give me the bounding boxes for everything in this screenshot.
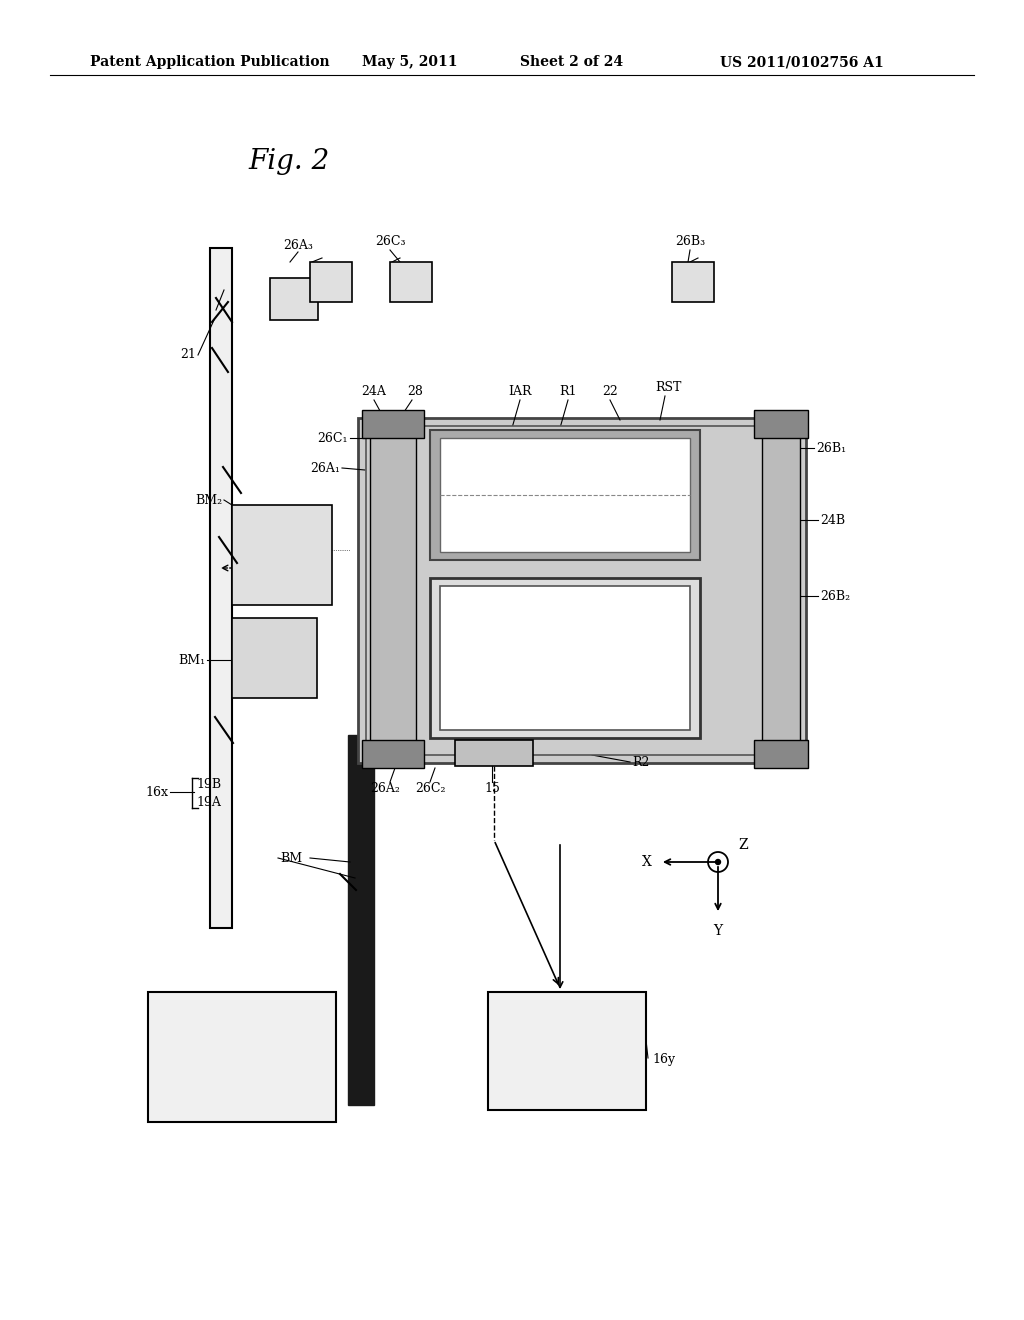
Bar [754,411,808,438]
Bar [455,741,534,766]
Text: 19A: 19A [196,796,221,808]
Text: 16x: 16x [145,785,168,799]
Bar [440,586,690,730]
Text: 16y: 16y [652,1053,675,1067]
Bar [358,418,806,763]
Text: IAR: IAR [508,385,531,399]
Text: 26C₁: 26C₁ [317,432,348,445]
Text: Sheet 2 of 24: Sheet 2 of 24 [520,55,624,69]
Text: BM₂: BM₂ [195,494,222,507]
Bar [390,261,432,302]
Bar [440,438,690,552]
Text: May 5, 2011: May 5, 2011 [362,55,458,69]
Text: 26A₂: 26A₂ [370,781,400,795]
Text: RST: RST [654,381,681,393]
Text: R2: R2 [632,755,649,768]
Text: BM₁: BM₁ [178,653,205,667]
Text: 26C₃: 26C₃ [375,235,406,248]
Bar [362,741,424,768]
Text: BM: BM [280,851,302,865]
Text: 15: 15 [484,781,500,795]
Bar [232,618,317,698]
Text: 19B: 19B [196,779,221,792]
Bar [270,279,318,319]
Bar [362,411,424,438]
Text: 22: 22 [602,385,617,399]
Bar [370,424,416,754]
Text: 26A₃: 26A₃ [283,239,313,252]
Text: 26A₁: 26A₁ [310,462,340,474]
Text: Y: Y [714,924,723,939]
Text: 21: 21 [180,348,196,362]
Text: Fig. 2: Fig. 2 [248,148,330,176]
Bar [430,430,700,560]
Text: Patent Application Publication: Patent Application Publication [90,55,330,69]
Text: X: X [642,855,652,869]
Text: 24A: 24A [361,385,386,399]
Bar [430,578,700,738]
Text: 28: 28 [408,385,423,399]
Bar [762,424,800,754]
Text: 26B₃: 26B₃ [675,235,706,248]
Bar [754,741,808,768]
Bar [488,993,646,1110]
Text: 26C₂: 26C₂ [415,781,445,795]
Bar [232,506,332,605]
Circle shape [716,859,721,865]
Bar [672,261,714,302]
Bar [210,248,232,928]
Bar [366,426,798,755]
Text: Z: Z [738,838,748,851]
Bar [148,993,336,1122]
Text: 24B: 24B [820,513,845,527]
Text: R1: R1 [559,385,577,399]
Text: 26B₁: 26B₁ [816,441,846,454]
Text: US 2011/0102756 A1: US 2011/0102756 A1 [720,55,884,69]
Text: 26B₂: 26B₂ [820,590,850,602]
Bar [348,735,374,1105]
Bar [310,261,352,302]
